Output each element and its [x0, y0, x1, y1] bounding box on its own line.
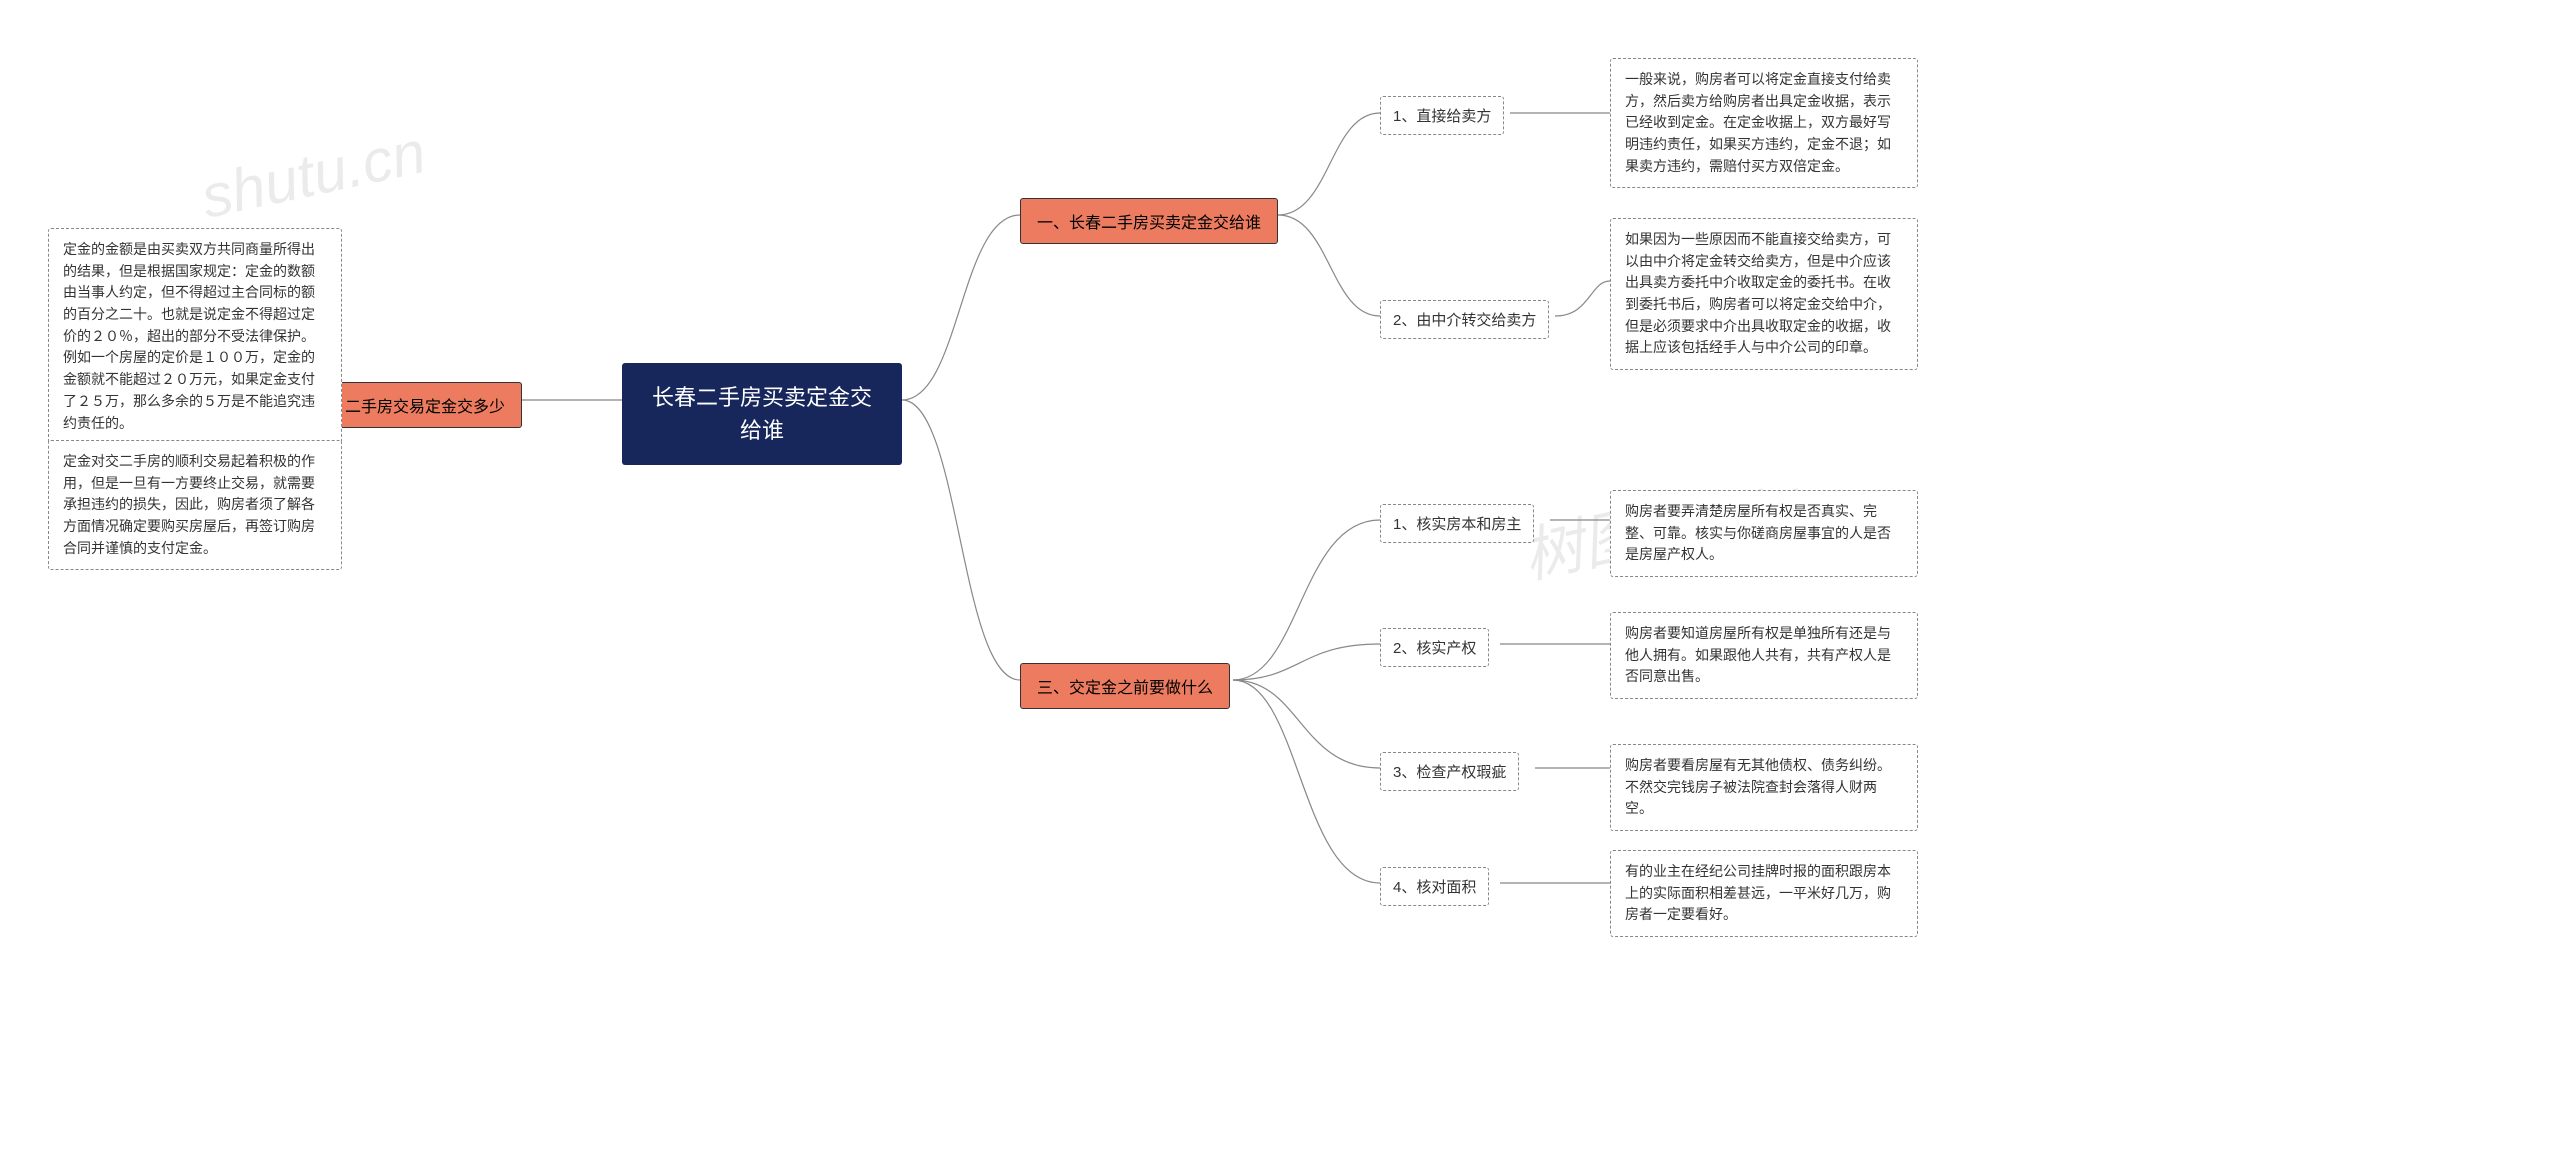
sub-1-1-detail-text: 一般来说，购房者可以将定金直接支付给卖方，然后卖方给购房者出具定金收据，表示已经… [1625, 71, 1891, 174]
sub-3-3-label: 3、检查产权瑕疵 [1393, 764, 1506, 781]
section-3-label: 三、交定金之前要做什么 [1037, 680, 1213, 697]
sub-3-4-detail-text: 有的业主在经纪公司挂牌时报的面积跟房本上的实际面积相差甚远，一平米好几万，购房者… [1625, 863, 1891, 922]
sub-1-1: 1、直接给卖方 [1380, 96, 1504, 135]
section-2-detail-b: 定金对交二手房的顺利交易起着积极的作用，但是一旦有一方要终止交易，就需要承担违约… [48, 440, 342, 570]
sub-3-3-detail: 购房者要看房屋有无其他债权、债务纠纷。不然交完钱房子被法院查封会落得人财两空。 [1610, 744, 1918, 831]
sub-3-4-label: 4、核对面积 [1393, 879, 1476, 896]
sub-3-2-detail: 购房者要知道房屋所有权是单独所有还是与他人拥有。如果跟他人共有，共有产权人是否同… [1610, 612, 1918, 699]
watermark-1: shutu.cn [195, 117, 431, 232]
center-node: 长春二手房买卖定金交给谁 [622, 363, 902, 465]
section-2-detail-b-text: 定金对交二手房的顺利交易起着积极的作用，但是一旦有一方要终止交易，就需要承担违约… [63, 453, 315, 556]
sub-1-2-label: 2、由中介转交给卖方 [1393, 312, 1536, 329]
section-2-detail-a-text: 定金的金额是由买卖双方共同商量所得出的结果，但是根据国家规定：定金的数额由当事人… [63, 241, 315, 431]
connector-lines [0, 0, 2560, 1155]
sub-1-2-detail-text: 如果因为一些原因而不能直接交给卖方，可以由中介将定金转交给卖方，但是中介应该出具… [1625, 231, 1891, 355]
sub-3-1-detail: 购房者要弄清楚房屋所有权是否真实、完整、可靠。核实与你磋商房屋事宜的人是否是房屋… [1610, 490, 1918, 577]
sub-3-4-detail: 有的业主在经纪公司挂牌时报的面积跟房本上的实际面积相差甚远，一平米好几万，购房者… [1610, 850, 1918, 937]
sub-3-2-detail-text: 购房者要知道房屋所有权是单独所有还是与他人拥有。如果跟他人共有，共有产权人是否同… [1625, 625, 1891, 684]
sub-3-2: 2、核实产权 [1380, 628, 1489, 667]
center-title: 长春二手房买卖定金交给谁 [652, 385, 872, 443]
sub-3-4: 4、核对面积 [1380, 867, 1489, 906]
sub-1-2: 2、由中介转交给卖方 [1380, 300, 1549, 339]
sub-3-3: 3、检查产权瑕疵 [1380, 752, 1519, 791]
sub-3-1-detail-text: 购房者要弄清楚房屋所有权是否真实、完整、可靠。核实与你磋商房屋事宜的人是否是房屋… [1625, 503, 1891, 562]
sub-3-1-label: 1、核实房本和房主 [1393, 516, 1521, 533]
section-1: 一、长春二手房买卖定金交给谁 [1020, 198, 1278, 244]
section-2-detail-a: 定金的金额是由买卖双方共同商量所得出的结果，但是根据国家规定：定金的数额由当事人… [48, 228, 342, 445]
section-1-label: 一、长春二手房买卖定金交给谁 [1037, 215, 1261, 232]
sub-3-3-detail-text: 购房者要看房屋有无其他债权、债务纠纷。不然交完钱房子被法院查封会落得人财两空。 [1625, 757, 1891, 816]
sub-3-2-label: 2、核实产权 [1393, 640, 1476, 657]
section-3: 三、交定金之前要做什么 [1020, 663, 1230, 709]
sub-3-1: 1、核实房本和房主 [1380, 504, 1534, 543]
sub-1-1-detail: 一般来说，购房者可以将定金直接支付给卖方，然后卖方给购房者出具定金收据，表示已经… [1610, 58, 1918, 188]
sub-1-2-detail: 如果因为一些原因而不能直接交给卖方，可以由中介将定金转交给卖方，但是中介应该出具… [1610, 218, 1918, 370]
sub-1-1-label: 1、直接给卖方 [1393, 108, 1491, 125]
